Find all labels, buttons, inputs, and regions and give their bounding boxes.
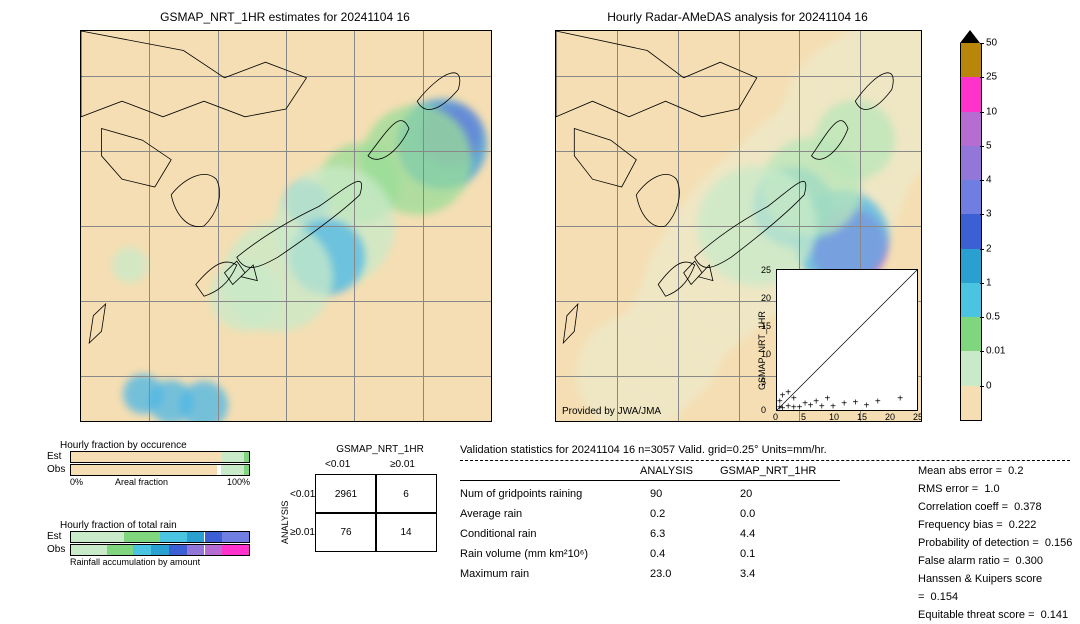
bar-row: Est bbox=[70, 531, 250, 543]
right-map-title: Hourly Radar-AMeDAS analysis for 2024110… bbox=[555, 10, 920, 24]
metric-row: Correlation coeff = 0.378 bbox=[918, 498, 1080, 516]
ct-cell: 2961 bbox=[315, 474, 377, 514]
colorbar-tick: 0 bbox=[986, 380, 992, 391]
stats-row: Maximum rain23.03.4 bbox=[460, 565, 915, 585]
bar-row: Est bbox=[70, 451, 250, 463]
metric-row: Frequency bias = 0.222 bbox=[918, 516, 1080, 534]
contingency-table: GSMAP_NRT_1HR<0.01≥0.01296167614<0.01≥0.… bbox=[270, 444, 440, 574]
total-rain-bars: Hourly fraction of total rainEstObsRainf… bbox=[70, 520, 250, 567]
left-map-title: GSMAP_NRT_1HR estimates for 20241104 16 bbox=[80, 10, 490, 24]
colorbar-tick: 5 bbox=[986, 140, 992, 151]
stats-row: Conditional rain6.34.4 bbox=[460, 525, 915, 545]
ct-cell: 14 bbox=[375, 512, 437, 552]
bar-caption: Rainfall accumulation by amount bbox=[70, 557, 250, 567]
colorbar-tick: 0.5 bbox=[986, 312, 1000, 323]
stats-row: Average rain0.20.0 bbox=[460, 505, 915, 525]
stats-row: Num of gridpoints raining9020 bbox=[460, 485, 915, 505]
ct-cell: 76 bbox=[315, 512, 377, 552]
bar-title: Hourly fraction by occurence bbox=[60, 440, 250, 451]
metric-row: False alarm ratio = 0.300 bbox=[918, 552, 1080, 570]
map-attribution: Provided by JWA/JMA bbox=[562, 406, 661, 417]
ct-cell: 6 bbox=[375, 474, 437, 514]
stats-table: ANALYSISGSMAP_NRT_1HRNum of gridpoints r… bbox=[460, 462, 915, 585]
occurrence-bars: Hourly fraction by occurenceEstObs0%Area… bbox=[70, 440, 250, 489]
validation-header: Validation statistics for 20241104 16 n=… bbox=[460, 444, 827, 456]
ct-title: GSMAP_NRT_1HR bbox=[320, 444, 440, 455]
metric-row: Probability of detection = 0.156 bbox=[918, 534, 1080, 552]
colorbar-tick: 0.01 bbox=[986, 346, 1005, 357]
colorbar-tick: 25 bbox=[986, 72, 997, 83]
gsmap-map: 25°N30°N35°N40°N45°N125°E130°E135°E140°E… bbox=[80, 30, 492, 422]
metric-row: Hanssen & Kuipers score = 0.154 bbox=[918, 570, 1080, 606]
stats-row: Rain volume (mm km²10⁶)0.40.1 bbox=[460, 545, 915, 565]
metric-row: Equitable threat score = 0.141 bbox=[918, 606, 1080, 624]
bar-row: Obs bbox=[70, 464, 250, 476]
colorbar-tick: 3 bbox=[986, 209, 992, 220]
colorbar-tick: 2 bbox=[986, 243, 992, 254]
metric-row: RMS error = 1.0 bbox=[918, 480, 1080, 498]
colorbar-tick: 50 bbox=[986, 38, 997, 49]
rain-colorbar: 50 25 10 5 4 3 2 1 0.5 0.01 0 bbox=[960, 30, 1020, 420]
metric-row: Mean abs error = 0.2 bbox=[918, 462, 1080, 480]
radar-amedas-map: 25°N30°N35°N40°N45°N125°E130°E135°E140°E… bbox=[555, 30, 922, 422]
colorbar-tick: 10 bbox=[986, 106, 997, 117]
bar-row: Obs bbox=[70, 544, 250, 556]
stats-hr-top bbox=[460, 460, 1070, 461]
colorbar-tick: 4 bbox=[986, 175, 992, 186]
stats-metrics: Mean abs error = 0.2RMS error = 1.0Corre… bbox=[918, 462, 1080, 624]
scatter-plot: ++++++++++++++++++++00551010151520202525… bbox=[776, 269, 918, 411]
colorbar-tick: 1 bbox=[986, 277, 992, 288]
bar-title: Hourly fraction of total rain bbox=[60, 520, 250, 531]
